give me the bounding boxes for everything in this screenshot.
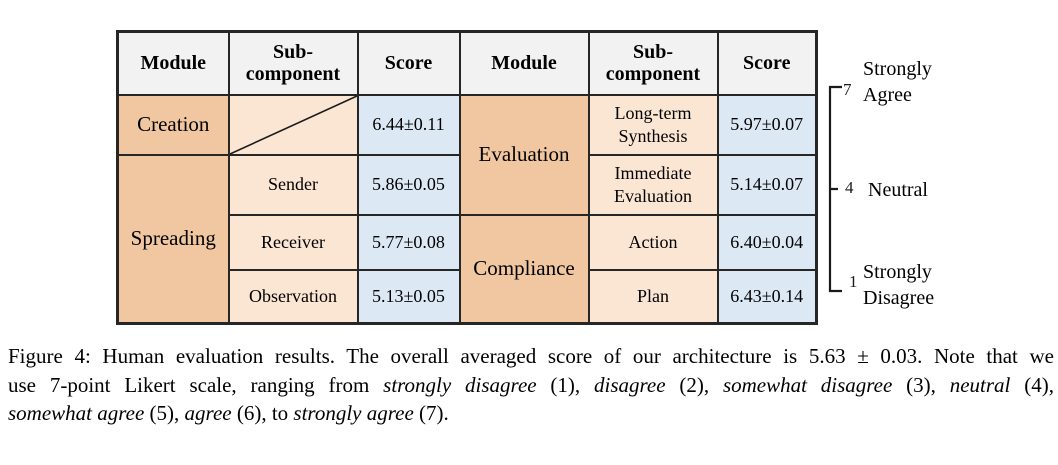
subcomponent-cell-observation: Observation: [227, 268, 359, 325]
subcomponent-cell-immediate-evaluation: Immediate Evaluation: [587, 153, 719, 216]
figure-caption: Figure 4: Human evaluation results. The …: [8, 342, 1054, 428]
module-cell-creation: Creation: [116, 93, 230, 156]
score-cell-observation: 5.13±0.05: [356, 268, 461, 325]
subcomponent-cell-receiver: Receiver: [227, 213, 359, 271]
scale-label-strongly-disagree: Strongly Disagree: [863, 261, 935, 309]
table-row: Observation 5.13±0.05 Plan 6.43±0.14: [118, 268, 818, 325]
col-header-module-left: Module: [116, 30, 230, 96]
module-cell-compliance: Compliance: [458, 213, 590, 325]
col-header-score-right: Score: [716, 30, 818, 96]
scale-value-7: 7: [843, 80, 852, 99]
table-header-row: Module Sub-component Score Module Sub-co…: [116, 30, 818, 96]
module-cell-evaluation: Evaluation: [458, 93, 590, 216]
score-cell-creation: 6.44±0.11: [356, 93, 461, 156]
subcomponent-cell-sender: Sender: [227, 153, 359, 216]
score-cell-sender: 5.86±0.05: [356, 153, 461, 216]
likert-bracket-icon: [828, 85, 842, 293]
caption-line: Figure 4: Human evaluation results. The …: [8, 344, 1054, 368]
scale-label-strongly-agree: Strongly Agree: [863, 58, 932, 106]
col-header-subcomponent-right: Sub-component: [587, 30, 719, 96]
col-header-subcomponent-left: Sub-component: [227, 30, 359, 96]
module-cell-spreading: Spreading: [116, 153, 230, 325]
caption-line: somewhat agree (5), agree (6), to strong…: [8, 401, 449, 425]
subcomponent-cell-creation-na: [227, 93, 359, 156]
score-cell-action: 6.40±0.04: [716, 213, 818, 271]
subcomponent-cell-action: Action: [587, 213, 719, 271]
score-cell-immediate-evaluation: 5.14±0.07: [716, 153, 818, 216]
diagonal-line-icon: [230, 96, 357, 154]
col-header-module-right: Module: [458, 30, 590, 96]
caption-line: use 7-point Likert scale, ranging from s…: [8, 372, 1054, 397]
table-row: Creation 6.44±0.11 Evaluation Long-term …: [116, 93, 818, 216]
scale-value-4: 4: [845, 178, 854, 197]
score-cell-plan: 6.43±0.14: [716, 268, 818, 325]
score-cell-receiver: 5.77±0.08: [356, 213, 461, 271]
table-row: Spreading Sender 5.86±0.05 Immediate Eva…: [116, 153, 818, 325]
human-evaluation-table: Module Sub-component Score Module Sub-co…: [116, 30, 818, 325]
subcomponent-cell-longterm-synthesis: Long-term Synthesis: [587, 93, 719, 156]
table-row: Receiver 5.77±0.08 Compliance Action 6.4…: [118, 213, 818, 325]
scale-label-neutral: Neutral: [868, 179, 928, 201]
scale-value-1: 1: [849, 272, 858, 291]
col-header-score-left: Score: [356, 30, 461, 96]
subcomponent-cell-plan: Plan: [587, 268, 719, 325]
score-cell-longterm-synthesis: 5.97±0.07: [716, 93, 818, 156]
